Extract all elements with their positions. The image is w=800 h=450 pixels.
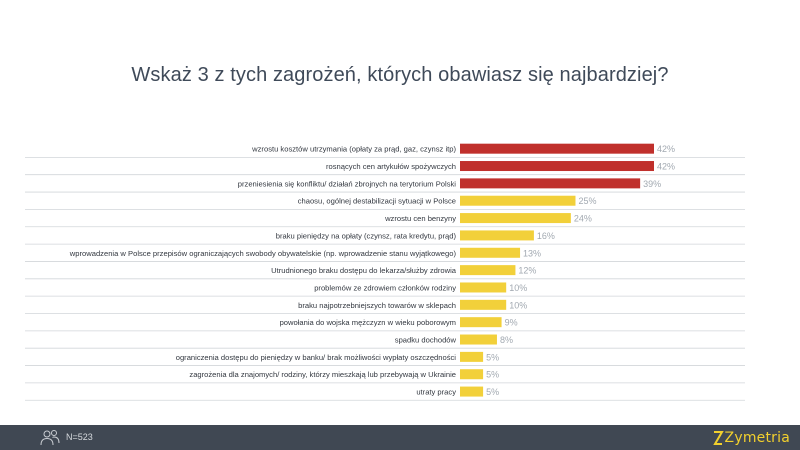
category-label: wzrostu cen benzyny <box>384 214 456 223</box>
bar <box>460 282 507 293</box>
zymetria-logo: Zymetria <box>712 429 790 447</box>
category-label: wprowadzenia w Polsce przepisów ogranicz… <box>69 249 457 258</box>
category-label: powołania do wojska mężczyzn w wieku pob… <box>280 318 456 327</box>
chart-title: Wskaż 3 z tych zagrożeń, których obawias… <box>131 64 669 86</box>
category-label: rosnących cen artykułów spożywczych <box>326 162 456 171</box>
bar <box>460 334 497 345</box>
bar <box>460 265 516 276</box>
value-label: 8% <box>500 335 513 345</box>
sample-size-label: N=523 <box>66 432 93 442</box>
bar <box>460 247 521 258</box>
value-label: 42% <box>657 144 675 154</box>
category-label: chaosu, ogólnej destabilizacji sytuacji … <box>298 197 456 206</box>
bar <box>460 143 654 154</box>
category-label: zagrożenia dla znajomych/ rodziny, którz… <box>189 370 456 379</box>
bar <box>460 178 641 189</box>
bar <box>460 369 484 380</box>
value-label: 5% <box>486 370 499 380</box>
category-label: Utrudnionego braku dostępu do lekarza/sł… <box>271 266 457 275</box>
value-label: 13% <box>523 248 541 258</box>
people-icon <box>40 430 60 446</box>
category-label: przeniesienia się konfliktu/ działań zbr… <box>238 179 457 188</box>
value-label: 25% <box>578 196 596 206</box>
bar <box>460 161 654 172</box>
bar <box>460 317 502 328</box>
value-label: 10% <box>509 300 527 310</box>
value-label: 16% <box>537 231 555 241</box>
category-label: braku pieniędzy na opłaty (czynsz, rata … <box>276 231 457 240</box>
category-label: spadku dochodów <box>395 336 457 345</box>
bar <box>460 213 571 224</box>
value-label: 9% <box>505 318 518 328</box>
category-label: ograniczenia dostępu do pieniędzy w bank… <box>176 353 457 362</box>
value-label: 42% <box>657 162 675 172</box>
logo-mark-icon <box>712 431 724 445</box>
value-label: 5% <box>486 387 499 397</box>
category-label: utraty pracy <box>416 388 456 397</box>
bar <box>460 195 576 206</box>
category-label: wzrostu kosztów utrzymania (opłaty za pr… <box>251 145 456 154</box>
value-label: 12% <box>518 266 536 276</box>
bar <box>460 299 507 310</box>
bar <box>460 386 484 397</box>
footer-bar: N=523 Zymetria <box>0 425 800 450</box>
bar-chart: wzrostu kosztów utrzymania (opłaty za pr… <box>25 143 745 401</box>
value-label: 5% <box>486 352 499 362</box>
bar <box>460 351 484 362</box>
value-label: 39% <box>643 179 661 189</box>
category-label: braku najpotrzebniejszych towarów w skle… <box>298 301 456 310</box>
logo-text: Zymetria <box>724 430 790 446</box>
value-label: 24% <box>574 214 592 224</box>
value-label: 10% <box>509 283 527 293</box>
category-label: problemów ze zdrowiem członków rodziny <box>314 283 456 292</box>
bar <box>460 230 534 241</box>
